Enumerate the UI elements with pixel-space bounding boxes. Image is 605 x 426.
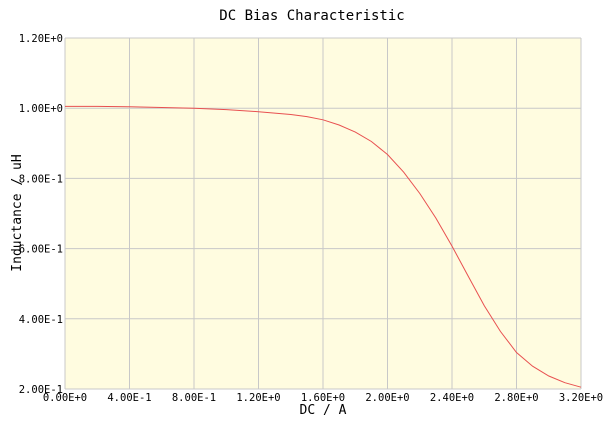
y-tick-label: 2.00E-1 — [19, 384, 63, 396]
x-axis-label: DC / A — [300, 403, 347, 418]
x-tick-label: 1.20E+0 — [236, 392, 280, 404]
y-tick-label: 8.00E-1 — [19, 173, 63, 185]
series-line — [65, 105, 582, 388]
x-tick-label: 1.60E+0 — [301, 392, 345, 404]
x-tick-label: 2.80E+0 — [494, 392, 538, 404]
y-tick-label: 4.00E-1 — [19, 314, 63, 326]
tick-labels: 0.00E+0 4.00E-1 8.00E-1 1.20E+0 1.60E+0 2.00E… — [19, 33, 603, 404]
x-tick-label: 2.00E+0 — [365, 392, 409, 404]
x-tick-label: 0.00E+0 — [43, 392, 87, 404]
y-tick-label: 1.20E+0 — [19, 33, 63, 45]
grid — [64, 37, 582, 390]
x-tick-label: 3.20E+0 — [559, 392, 603, 404]
y-tick-label: 6.00E-1 — [19, 244, 63, 256]
y-tick-label: 1.00E+0 — [19, 103, 63, 115]
x-tick-label: 8.00E-1 — [172, 392, 216, 404]
chart-title: DC Bias Characteristic — [219, 8, 404, 24]
series-layer — [65, 105, 582, 388]
y-axis-label: Inductance / uH — [10, 154, 25, 271]
x-tick-label: 2.40E+0 — [430, 392, 474, 404]
x-tick-label: 4.00E-1 — [107, 392, 151, 404]
